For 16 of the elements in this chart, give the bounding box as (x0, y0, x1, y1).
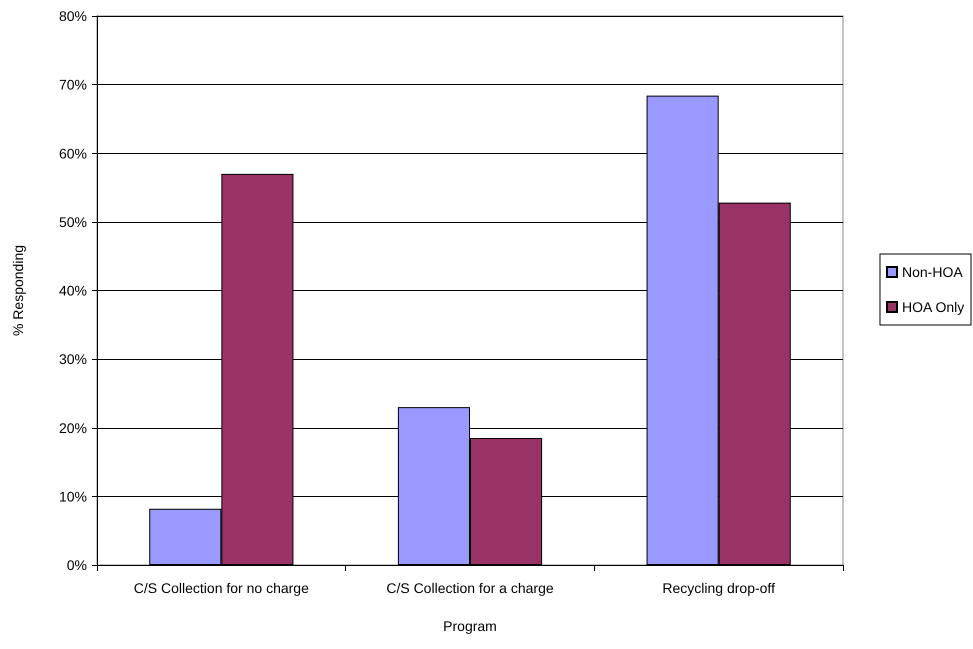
legend-label: Non-HOA (902, 264, 964, 280)
y-tick-label: 30% (58, 351, 87, 368)
x-tick-label: Recycling drop-off (662, 580, 776, 596)
y-tick-label: 50% (58, 214, 87, 230)
x-axis-title: Program (443, 618, 497, 634)
x-tick-label: C/S Collection for no charge (134, 580, 310, 596)
y-tick-label: 60% (58, 145, 87, 162)
y-axis-title: % Responding (10, 244, 26, 336)
y-tick-label: 70% (58, 76, 87, 93)
y-tick-label: 80% (58, 8, 87, 24)
x-tick-label: C/S Collection for a charge (386, 580, 554, 596)
y-tick-label: 0% (66, 557, 87, 573)
y-tick-label: 20% (58, 420, 87, 436)
y-tick-label: 40% (58, 282, 87, 298)
legend-label: HOA Only (902, 299, 964, 315)
y-tick-label: 10% (58, 488, 87, 504)
